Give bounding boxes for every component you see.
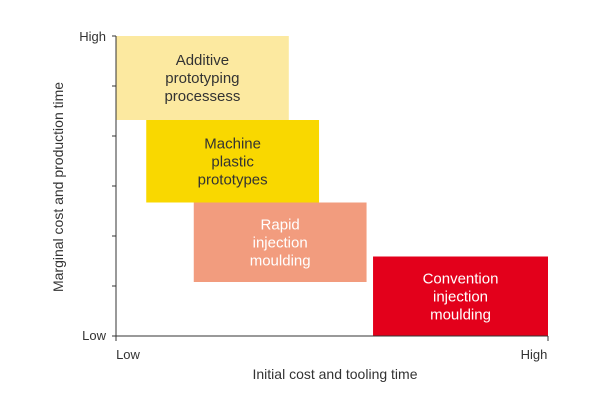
process-block-label-line: plastic: [211, 153, 254, 170]
y-tick-label-high: High: [79, 29, 106, 44]
y-axis-label: Marginal cost and production time: [50, 82, 66, 292]
process-block-label-line: Rapid: [261, 216, 300, 233]
y-tick-label-low: Low: [82, 328, 106, 343]
process-block-label-line: processess: [164, 88, 240, 105]
process-block-label-line: injection: [433, 288, 488, 305]
process-block-label-line: Additive: [176, 52, 229, 69]
x-ticks-layer: [115, 336, 549, 341]
axes-layer: [112, 35, 549, 341]
process-block-label-line: Machine: [204, 135, 261, 152]
x-tick-label-high: High: [521, 347, 548, 362]
process-block-label-line: injection: [253, 234, 308, 251]
process-block-rect-3: [373, 256, 548, 336]
process-block-label-line: moulding: [430, 306, 491, 323]
x-axis-label: Initial cost and tooling time: [253, 366, 418, 382]
process-block-label-line: prototyping: [165, 70, 239, 87]
x-tick-label-low: Low: [116, 347, 140, 362]
process-block-label-line: prototypes: [198, 171, 268, 188]
process-block-label-line: Convention: [423, 270, 499, 287]
process-block-rect-0: [116, 36, 289, 120]
blocks-layer: AdditiveprototypingprocessessMachineplas…: [116, 36, 548, 336]
process-block-label-line: moulding: [250, 252, 311, 269]
process-block-rect-1: [146, 120, 320, 203]
process-block-rect-2: [193, 202, 367, 282]
y-ticks-layer: [112, 35, 116, 337]
